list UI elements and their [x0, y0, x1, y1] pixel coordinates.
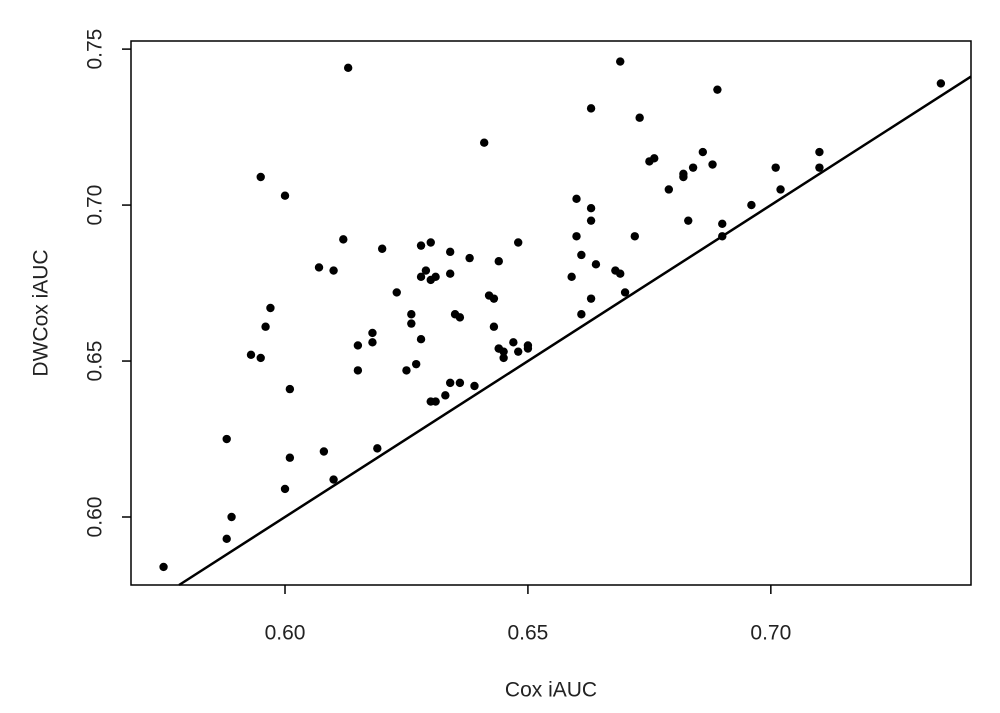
point — [426, 238, 435, 247]
point — [222, 534, 231, 544]
reference-line — [178, 75, 972, 587]
point — [936, 79, 946, 88]
point — [650, 154, 659, 163]
point — [635, 113, 644, 122]
point — [256, 172, 265, 182]
point — [718, 219, 727, 228]
point — [620, 288, 630, 297]
point — [630, 232, 640, 241]
point — [407, 310, 416, 319]
point — [373, 444, 382, 453]
point — [679, 169, 688, 179]
point — [523, 341, 533, 350]
point — [159, 562, 168, 572]
point — [815, 147, 824, 157]
point — [256, 353, 265, 363]
point — [246, 350, 256, 359]
point — [285, 453, 295, 462]
x-tick-label: 0.70 — [750, 622, 791, 645]
point — [222, 434, 231, 444]
point — [698, 147, 708, 157]
point — [567, 272, 576, 282]
point — [771, 163, 780, 172]
point — [266, 303, 275, 313]
point — [479, 138, 489, 147]
point — [445, 378, 455, 388]
point — [591, 260, 601, 269]
x-tick-label: 0.65 — [507, 622, 548, 645]
point — [586, 104, 596, 113]
point — [708, 160, 717, 169]
point — [261, 322, 270, 331]
point — [445, 269, 455, 278]
point — [572, 232, 581, 241]
point — [431, 272, 440, 282]
point — [339, 235, 348, 244]
point — [815, 163, 824, 172]
point — [509, 338, 518, 347]
point — [319, 447, 329, 456]
point — [514, 238, 523, 247]
point — [411, 359, 421, 369]
point — [280, 191, 290, 200]
point — [329, 266, 338, 275]
point — [664, 185, 674, 194]
point — [455, 378, 465, 388]
point — [747, 200, 756, 210]
point — [489, 294, 499, 303]
point — [314, 263, 324, 272]
point — [285, 384, 295, 394]
point — [494, 257, 503, 266]
x-tick-label: 0.60 — [265, 622, 306, 645]
point — [776, 185, 785, 194]
point — [577, 310, 586, 319]
point — [377, 244, 387, 253]
point — [343, 63, 353, 73]
point — [616, 57, 625, 66]
point — [227, 512, 236, 522]
point — [392, 288, 401, 297]
y-tick-label: 0.70 — [84, 185, 107, 226]
point — [416, 272, 426, 282]
point — [586, 294, 596, 303]
point — [713, 85, 722, 94]
point — [718, 232, 727, 241]
point — [688, 163, 698, 172]
point — [445, 247, 455, 257]
plot-frame — [130, 40, 972, 586]
y-tick-label: 0.75 — [84, 29, 107, 70]
point — [353, 366, 363, 375]
point — [455, 313, 465, 322]
point — [470, 381, 479, 391]
point — [441, 391, 450, 400]
point — [499, 347, 508, 356]
y-axis-label: DWCox iAUC — [30, 249, 53, 376]
point — [402, 366, 411, 375]
point — [465, 253, 474, 263]
point — [431, 397, 440, 406]
x-axis-label: Cox iAUC — [505, 679, 597, 702]
point — [353, 341, 363, 350]
y-tick-label: 0.60 — [84, 497, 107, 538]
point — [416, 335, 426, 344]
point — [499, 353, 508, 363]
point — [421, 266, 431, 275]
point — [577, 250, 586, 260]
point — [586, 203, 596, 213]
point — [572, 194, 581, 204]
point — [329, 475, 338, 484]
point — [416, 241, 426, 250]
point — [514, 347, 523, 356]
point — [684, 216, 693, 225]
point — [280, 484, 290, 494]
point — [586, 216, 596, 225]
point — [407, 319, 416, 328]
point — [368, 328, 377, 338]
point — [616, 269, 625, 278]
y-tick-label: 0.65 — [84, 341, 107, 382]
point — [368, 338, 377, 347]
point — [489, 322, 499, 331]
